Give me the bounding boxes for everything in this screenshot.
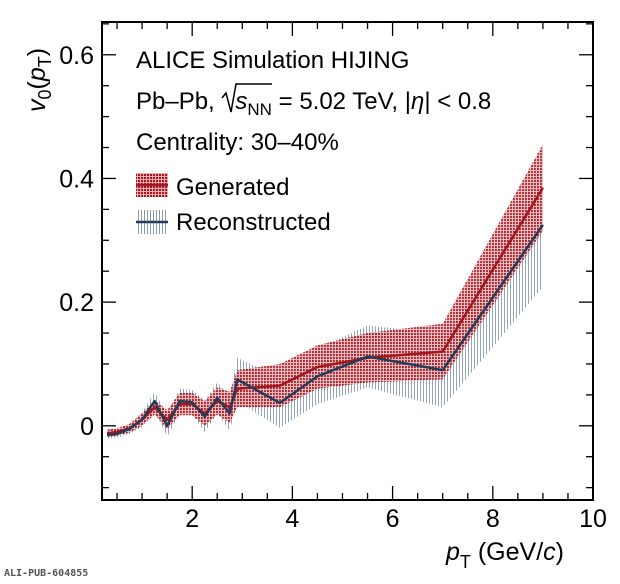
system-prefix: Pb–Pb, [136, 88, 221, 115]
uncertainty-bands [107, 144, 543, 439]
legend: Generated Reconstructed [136, 173, 331, 236]
y-tick-label: 0.2 [59, 289, 94, 317]
y-label-subT: T [35, 56, 55, 67]
x-label-unit-c: c [543, 538, 556, 566]
sqrt-s: s [235, 88, 247, 115]
series-lines [106, 187, 544, 437]
x-label-unit-open: (GeV/ [471, 538, 543, 566]
tick-labels: 2 4 6 8 10 0 0.2 0.4 0.6 [59, 42, 607, 533]
annotation-system: Pb–Pb, sNN = 5.02 TeV, |η| < 0.8 [136, 88, 491, 119]
y-tick-label: 0.4 [59, 165, 94, 193]
y-tick-label: 0.6 [59, 42, 94, 70]
eta-cut: | < 0.8 [424, 88, 491, 115]
legend-label-generated: Generated [176, 174, 289, 201]
x-tick-label: 8 [486, 505, 500, 533]
annotation-experiment: ALICE Simulation HIJING [136, 47, 409, 74]
annotation-centrality: Centrality: 30–40% [136, 129, 339, 156]
y-label-v: v [23, 98, 51, 112]
eta-symbol: η [411, 88, 424, 115]
x-tick-label: 6 [386, 505, 400, 533]
sqrt-symbol [221, 83, 272, 113]
y-tick-label: 0 [80, 413, 94, 441]
y-label-sub0: 0 [35, 89, 55, 99]
energy-text: = 5.02 TeV, | [272, 88, 411, 115]
band-generated [107, 144, 543, 437]
plot-frame [101, 21, 594, 501]
x-axis-label: pT (GeV/c) [445, 538, 564, 572]
legend-label-reconstructed: Reconstructed [176, 209, 331, 236]
sqrt-s-subscript: NN [247, 100, 272, 119]
y-label-close: ) [23, 48, 51, 56]
x-tick-label: 10 [579, 505, 607, 533]
y-label-p: p [23, 67, 51, 82]
y-axis-label: v0(pT) [23, 48, 55, 112]
x-label-p: p [445, 538, 460, 566]
publication-id: ALI-PUB-604855 [4, 568, 89, 579]
axis-ticks [102, 22, 594, 500]
y-label-open: ( [23, 80, 51, 89]
x-label-subT: T [460, 552, 471, 572]
x-tick-label: 2 [185, 505, 199, 533]
x-label-unit-close: ) [556, 538, 564, 566]
x-tick-label: 4 [285, 505, 299, 533]
